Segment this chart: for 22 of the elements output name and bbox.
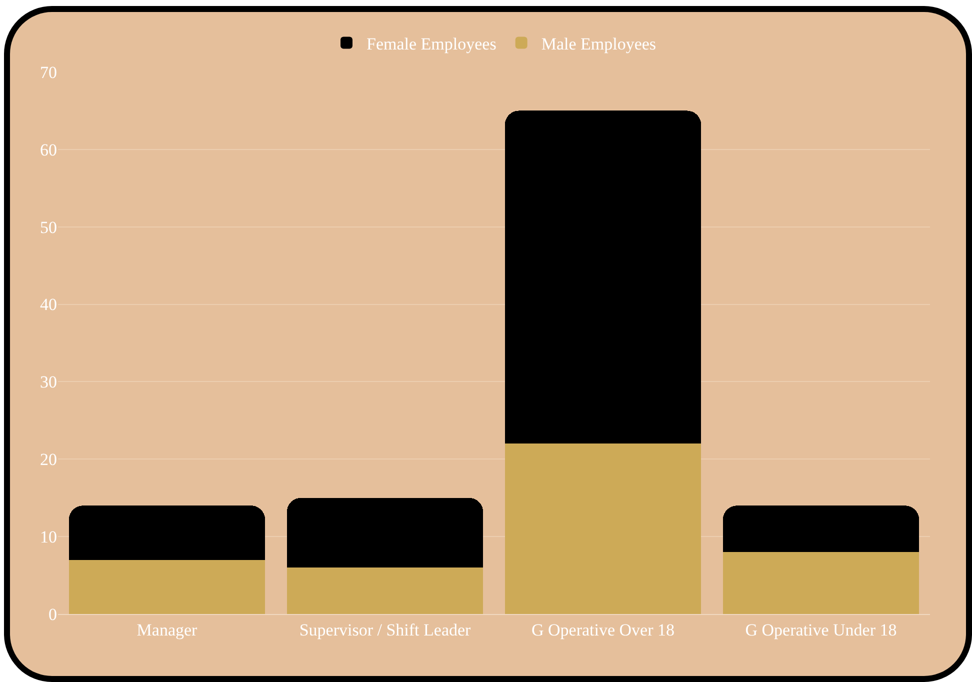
y-tick-label: 20	[40, 450, 57, 470]
y-tick-label: 0	[48, 604, 57, 624]
y-tick-label: 40	[40, 295, 57, 314]
legend-label: Female Employees	[366, 34, 496, 54]
y-tick-label: 50	[40, 218, 57, 237]
x-tick-label: Manager	[136, 620, 198, 640]
bar	[286, 498, 484, 568]
y-tick-label: 10	[40, 528, 57, 547]
bar	[68, 560, 266, 614]
y-tick-label: 70	[40, 62, 57, 82]
y-tick-label: 30	[40, 372, 57, 392]
bar	[722, 552, 920, 614]
bar	[722, 506, 920, 552]
legend-label: Male Employees	[541, 34, 656, 54]
y-tick-label: 60	[40, 140, 57, 160]
x-tick-label: Supervisor / Shift Leader	[299, 620, 472, 640]
x-tick-label: G Operative Over 18	[531, 620, 675, 640]
bar	[504, 444, 702, 614]
x-tick-label: G Operative Under 18	[745, 620, 897, 640]
bar	[68, 506, 266, 560]
bar	[286, 568, 484, 614]
bar	[504, 110, 702, 444]
